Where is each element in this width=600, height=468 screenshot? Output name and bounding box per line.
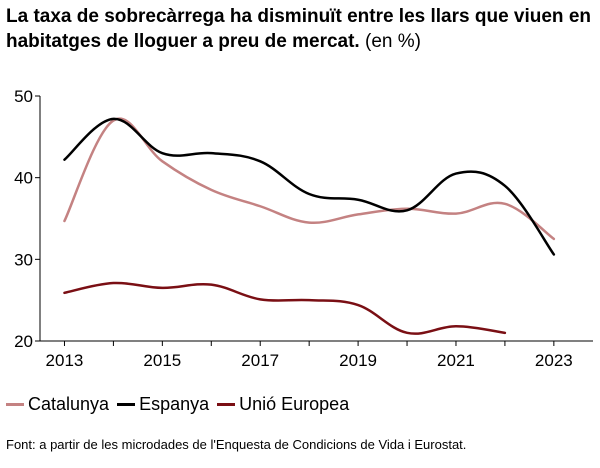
- legend-label-catalunya: Catalunya: [28, 394, 110, 414]
- chart-title-bold: La taxa de sobrecàrrega ha disminuït ent…: [6, 6, 591, 52]
- x-tick-label: 2019: [339, 351, 377, 370]
- y-tick-label: 40: [14, 169, 33, 188]
- chart-series: [63, 117, 556, 335]
- x-tick-label: 2013: [46, 351, 84, 370]
- x-tick-label: 2023: [535, 351, 573, 370]
- legend-swatch-ue: [217, 403, 236, 406]
- series-line-ue: [63, 281, 507, 335]
- series-line-catalunya: [63, 117, 556, 241]
- legend-swatch-catalunya: [6, 403, 24, 406]
- chart-legend: Catalunya Espanya Unió Europea: [6, 394, 357, 415]
- chart-title: La taxa de sobrecàrrega ha disminuït ent…: [6, 4, 596, 54]
- legend-label-ue: Unió Europea: [239, 394, 350, 414]
- legend-item-catalunya: Catalunya: [6, 394, 109, 415]
- legend-item-espanya: Espanya: [117, 394, 209, 415]
- legend-item-ue: Unió Europea: [217, 394, 349, 415]
- legend-swatch-espanya: [117, 403, 136, 406]
- x-tick-label: 2015: [143, 351, 181, 370]
- y-tick-label: 20: [14, 332, 33, 351]
- x-tick-label: 2021: [437, 351, 475, 370]
- source-note: Font: a partir de les microdades de l'En…: [6, 437, 467, 452]
- legend-label-espanya: Espanya: [139, 394, 210, 414]
- y-tick-label: 30: [14, 250, 33, 269]
- series-line-espanya: [63, 117, 556, 256]
- x-tick-label: 2017: [241, 351, 279, 370]
- chart-title-unit: (en %): [365, 31, 421, 52]
- y-tick-label: 50: [14, 87, 33, 106]
- chart-axes: 20 30 40 50 2013 2015 2017 2019 2021 2023: [14, 87, 593, 370]
